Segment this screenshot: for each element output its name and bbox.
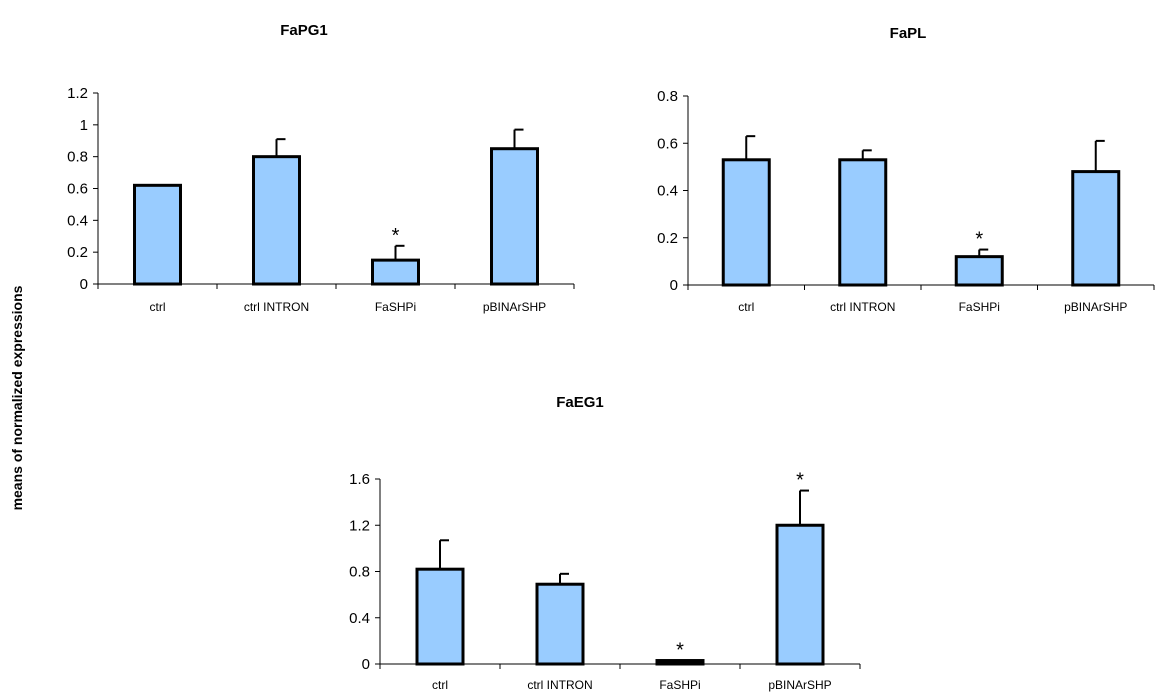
y-tick-label: 0.4 (657, 183, 678, 200)
y-tick-label: 0.8 (657, 88, 678, 105)
y-tick-label: 0.4 (349, 610, 370, 627)
y-tick-label: 1.2 (67, 85, 88, 102)
y-axis-label: means of normalized expressions (9, 285, 25, 510)
bar (655, 659, 705, 666)
y-tick-label: 0.8 (349, 564, 370, 581)
bar (775, 523, 825, 666)
category-label: FaSHPi (659, 678, 700, 692)
y-tick-label: 1.2 (349, 517, 370, 534)
bar (133, 183, 182, 286)
category-label: FaSHPi (959, 300, 1000, 314)
significance-star: * (796, 470, 804, 492)
bar (838, 158, 888, 287)
bar (490, 147, 539, 286)
y-tick-label: 1 (80, 117, 88, 134)
category-label: pBINArSHP (768, 678, 831, 692)
y-tick-label: 0 (670, 277, 678, 294)
y-tick-label: 1.6 (349, 471, 370, 488)
significance-star: * (392, 225, 400, 247)
bar (535, 582, 585, 666)
bar (371, 258, 420, 286)
bar (252, 155, 301, 286)
bar (1071, 170, 1121, 287)
chart-title: FaPL (890, 25, 927, 42)
bar (415, 567, 465, 666)
category-label: ctrl INTRON (244, 300, 309, 314)
significance-star: * (975, 229, 983, 251)
bar (954, 255, 1004, 287)
chart-title: FaEG1 (556, 394, 604, 411)
y-tick-label: 0.6 (657, 135, 678, 152)
y-tick-label: 0.2 (657, 230, 678, 247)
bar (721, 158, 771, 287)
category-label: ctrl (432, 678, 448, 692)
y-tick-label: 0.6 (67, 181, 88, 198)
category-label: pBINArSHP (483, 300, 546, 314)
category-label: ctrl (738, 300, 754, 314)
category-label: pBINArSHP (1064, 300, 1127, 314)
category-label: ctrl INTRON (830, 300, 895, 314)
category-label: ctrl (150, 300, 166, 314)
category-label: FaSHPi (375, 300, 416, 314)
y-tick-label: 0.4 (67, 212, 88, 229)
y-tick-label: 0 (362, 656, 370, 673)
y-tick-label: 0.2 (67, 244, 88, 261)
category-label: ctrl INTRON (527, 678, 592, 692)
chart-title: FaPG1 (280, 22, 328, 39)
significance-star: * (676, 640, 684, 662)
y-tick-label: 0.8 (67, 149, 88, 166)
y-tick-label: 0 (80, 276, 88, 293)
